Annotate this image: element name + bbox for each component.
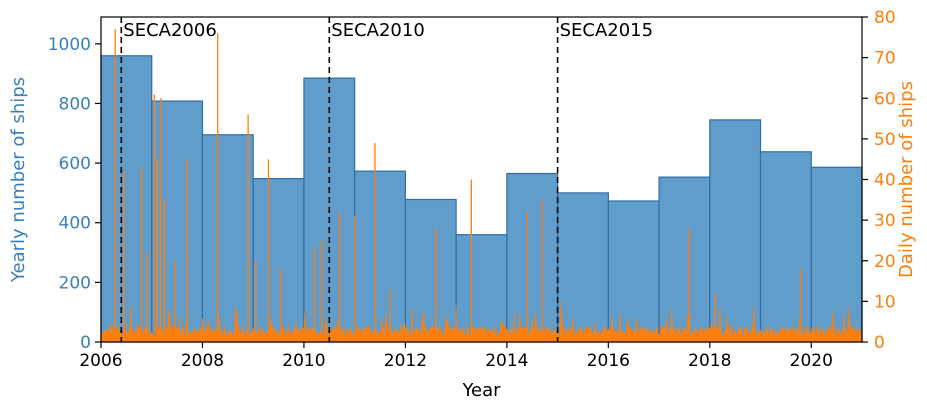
yearly-bar-2014: [506, 172, 559, 343]
yearly-bar-2012: [404, 198, 457, 343]
y-right-tick-label-60: 60: [874, 89, 896, 109]
yearly-bar-2009: [252, 178, 305, 343]
y-right-tick-label-50: 50: [874, 130, 896, 150]
y-left-tick-label-0: 0: [80, 333, 91, 353]
yearly-bar-2017: [658, 176, 711, 343]
y-axis-left-title: Yearly number of ships: [8, 77, 29, 283]
y-axis-right-title: Daily number of ships: [896, 81, 917, 278]
yearly-bar-2015: [556, 192, 609, 343]
seca-label-seca2015: SECA2015: [560, 20, 654, 41]
y-right-tick-label-70: 70: [874, 49, 896, 69]
x-tick-label-2018: 2018: [688, 351, 731, 371]
y-right-tick-label-40: 40: [874, 171, 896, 191]
x-tick-label-2006: 2006: [79, 351, 122, 371]
seca-label-seca2006: SECA2006: [123, 20, 217, 41]
yearly-bar-2019: [759, 151, 812, 343]
daily-spikes-group: [100, 29, 863, 343]
y-right-tick-label-0: 0: [874, 333, 885, 353]
yearly-bar-2013: [455, 234, 508, 343]
y-axis-right: 0 10 20 30 40 50 60 70 80: [862, 8, 896, 353]
x-axis: 2006 2008 2010 2012 2014 2016 2018 2020: [79, 342, 833, 371]
x-tick-label-2012: 2012: [384, 351, 427, 371]
x-tick-label-2020: 2020: [790, 351, 833, 371]
y-left-tick-label-600: 600: [59, 154, 91, 174]
yearly-bar-2008: [201, 134, 254, 343]
y-axis-left: 0 200 400 600 800 1000: [48, 35, 101, 353]
yearly-bars-group: [100, 55, 863, 343]
y-right-tick-label-80: 80: [874, 8, 896, 28]
yearly-bar-2018: [709, 119, 762, 343]
daily-base-area: [100, 302, 863, 343]
x-axis-title: Year: [461, 380, 501, 400]
yearly-bar-2007: [151, 100, 204, 343]
seca-label-seca2010: SECA2010: [331, 20, 425, 41]
seca-lines-group: SECA2006 SECA2010 SECA2015: [120, 17, 654, 342]
yearly-bar-2016: [607, 200, 660, 343]
x-tick-label-2014: 2014: [485, 351, 528, 371]
y-left-tick-label-200: 200: [59, 273, 91, 293]
yearly-bar-2020: [810, 166, 863, 343]
y-right-tick-label-20: 20: [874, 252, 896, 272]
y-left-tick-label-1000: 1000: [48, 35, 91, 55]
x-tick-label-2008: 2008: [181, 351, 224, 371]
x-tick-label-2016: 2016: [587, 351, 630, 371]
x-tick-label-2010: 2010: [282, 351, 325, 371]
y-left-tick-label-400: 400: [59, 214, 91, 234]
y-left-tick-label-800: 800: [59, 94, 91, 114]
yearly-bar-2011: [354, 170, 406, 343]
y-right-tick-label-10: 10: [874, 292, 896, 312]
y-right-tick-label-30: 30: [874, 211, 896, 231]
yearly-bar-2006: [100, 55, 153, 343]
